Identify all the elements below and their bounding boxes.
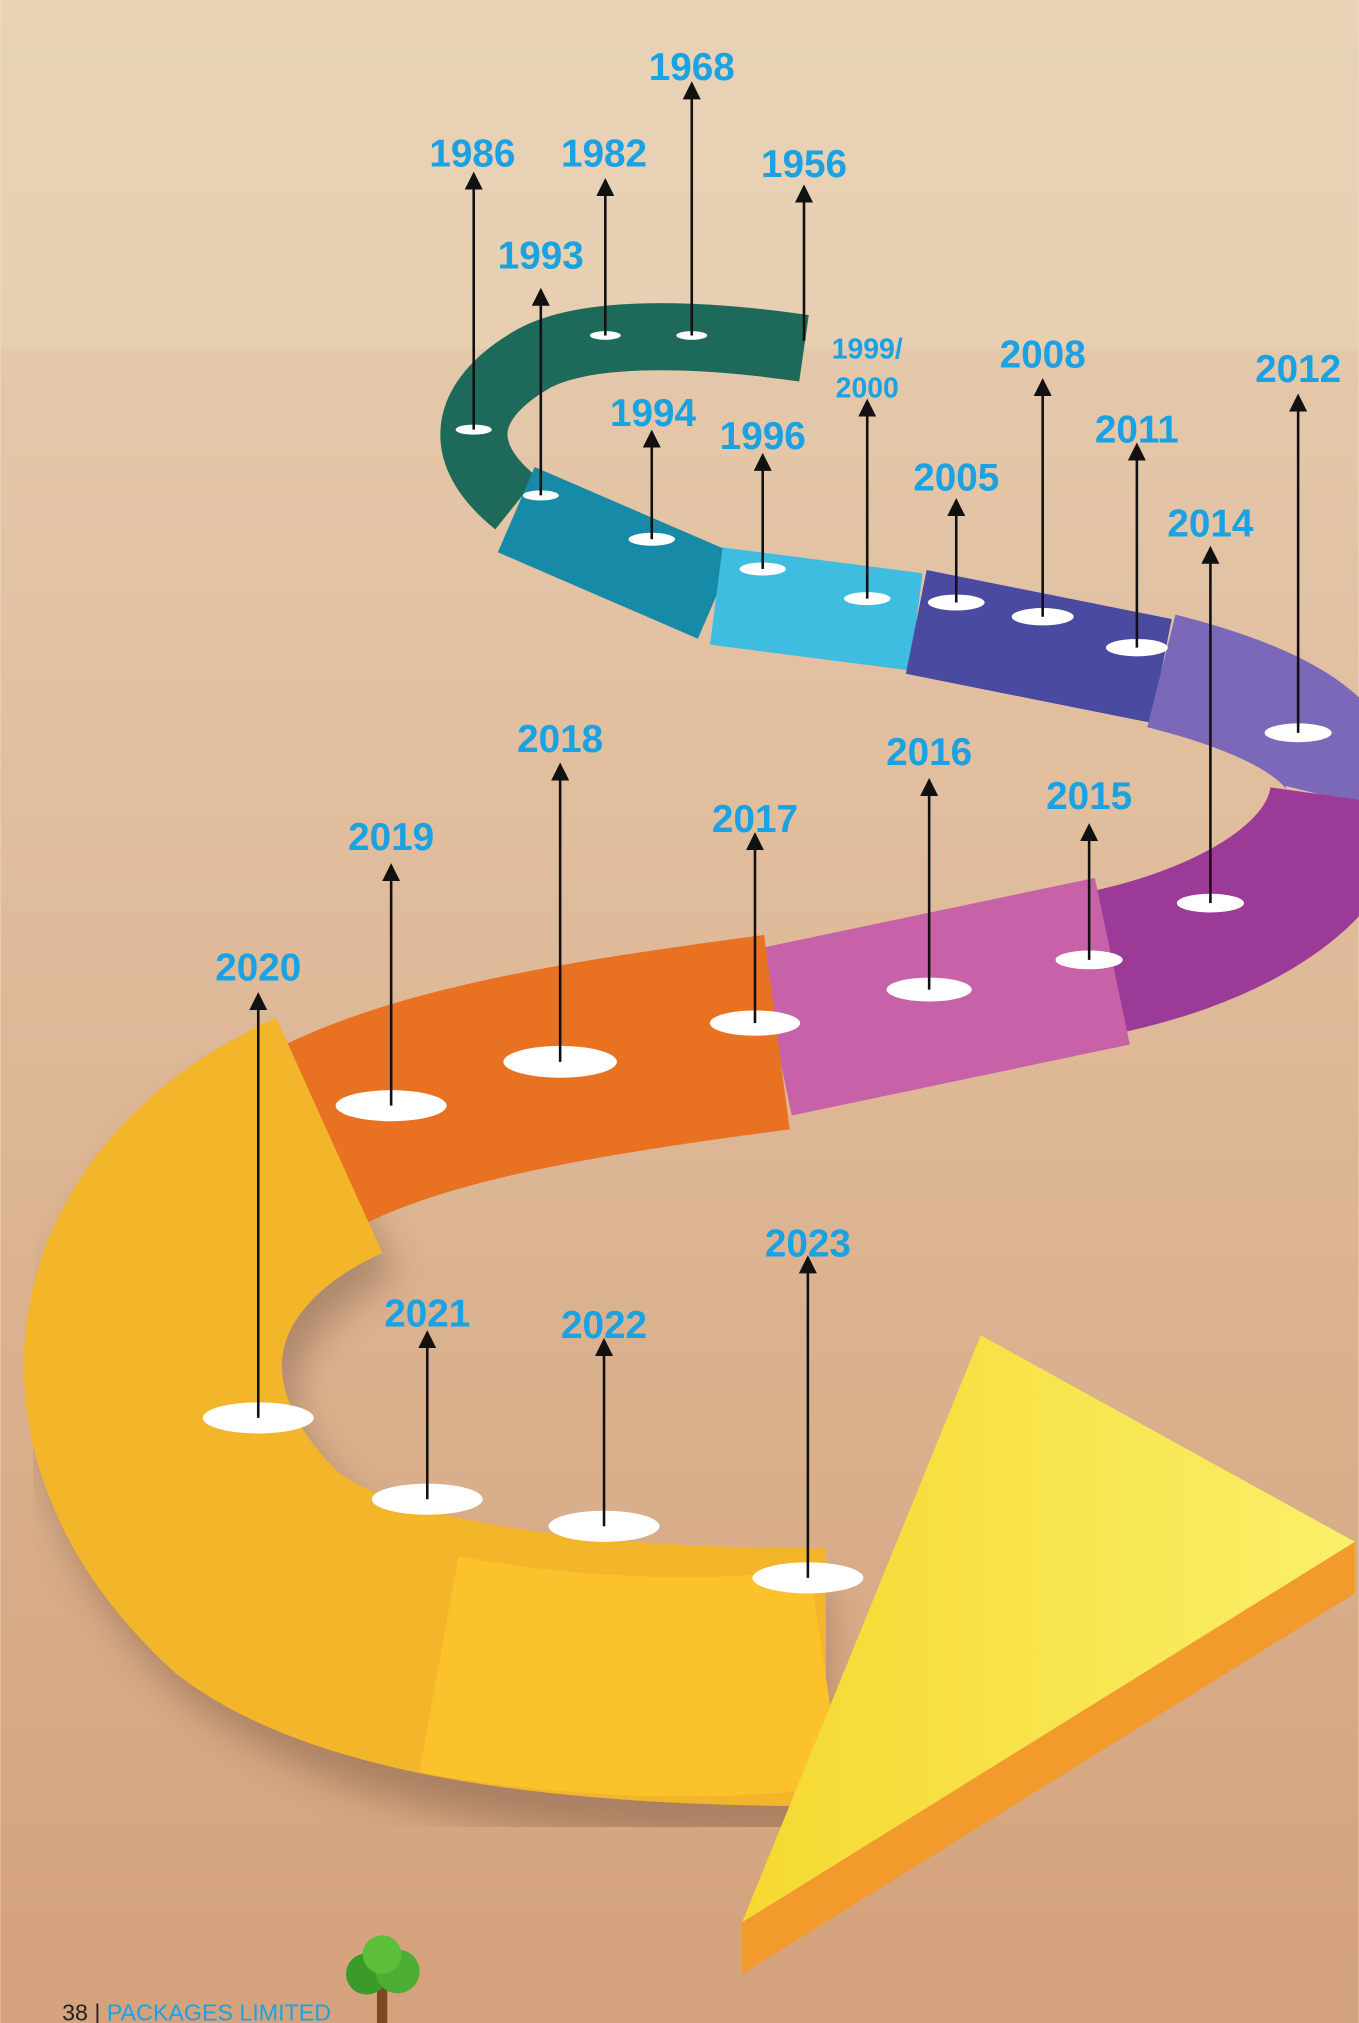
milestone-year: 1982 xyxy=(561,132,647,175)
footer: 38 | PACKAGES LIMITED xyxy=(62,1999,331,2023)
year-line: 1982 xyxy=(561,132,647,175)
year-line: 2015 xyxy=(1046,775,1132,818)
milestone-year: 2020 xyxy=(215,947,301,990)
timeline: 1986 19821968 1956 1993 1994 1996 1999/2000 200… xyxy=(0,0,1359,2023)
milestone-year: 2017 xyxy=(712,798,798,841)
year-line: 1994 xyxy=(610,392,697,435)
year-line: 2018 xyxy=(517,718,603,761)
year-line: 2021 xyxy=(384,1292,470,1335)
milestone-year: 1968 xyxy=(649,46,735,89)
milestone-year: 2022 xyxy=(561,1304,647,1347)
year-line: 2017 xyxy=(712,798,798,841)
milestone-year: 1993 xyxy=(498,234,584,277)
year-line: 1996 xyxy=(720,415,806,458)
year-line: 1993 xyxy=(498,234,584,277)
milestone-year: 1994 xyxy=(610,392,697,435)
year-line: 2011 xyxy=(1095,409,1179,452)
page-number: 38 xyxy=(62,1999,88,2023)
year-line: 2020 xyxy=(215,947,301,990)
milestone-year: 2021 xyxy=(384,1292,470,1335)
milestone-year: 1986 xyxy=(429,132,515,175)
milestone-year: 2016 xyxy=(886,731,972,774)
year-line: 2005 xyxy=(913,456,999,499)
milestone-year: 1996 xyxy=(720,415,806,458)
year-line: 2000 xyxy=(836,372,899,404)
year-line: 2016 xyxy=(886,731,972,774)
milestone-year: 1956 xyxy=(761,143,847,186)
milestone-year: 2014 xyxy=(1167,503,1254,546)
year-line: 1968 xyxy=(649,46,735,89)
page: 1986 19821968 1956 1993 1994 1996 1999/2000 200… xyxy=(0,0,1359,2023)
milestone-year: 2023 xyxy=(765,1223,851,1266)
milestone-year: 2005 xyxy=(913,456,999,499)
company-name: PACKAGES LIMITED xyxy=(107,1999,331,2023)
year-line: 2023 xyxy=(765,1223,851,1266)
milestone-year: 2015 xyxy=(1046,775,1132,818)
milestone-year: 2008 xyxy=(1000,334,1086,377)
year-line: 1956 xyxy=(761,143,847,186)
year-line: 2019 xyxy=(348,816,434,859)
milestone-year: 2012 xyxy=(1255,348,1341,391)
year-line: 1986 xyxy=(429,132,515,175)
year-line: 1999/ xyxy=(832,334,903,366)
year-line: 2008 xyxy=(1000,334,1086,377)
separator: | xyxy=(94,1999,100,2023)
milestone-year: 2011 xyxy=(1095,409,1179,452)
year-line: 2014 xyxy=(1167,503,1254,546)
milestone-year: 2018 xyxy=(517,718,603,761)
year-line: 2012 xyxy=(1255,348,1341,391)
year-line: 2022 xyxy=(561,1304,647,1347)
milestone-year: 2019 xyxy=(348,816,434,859)
